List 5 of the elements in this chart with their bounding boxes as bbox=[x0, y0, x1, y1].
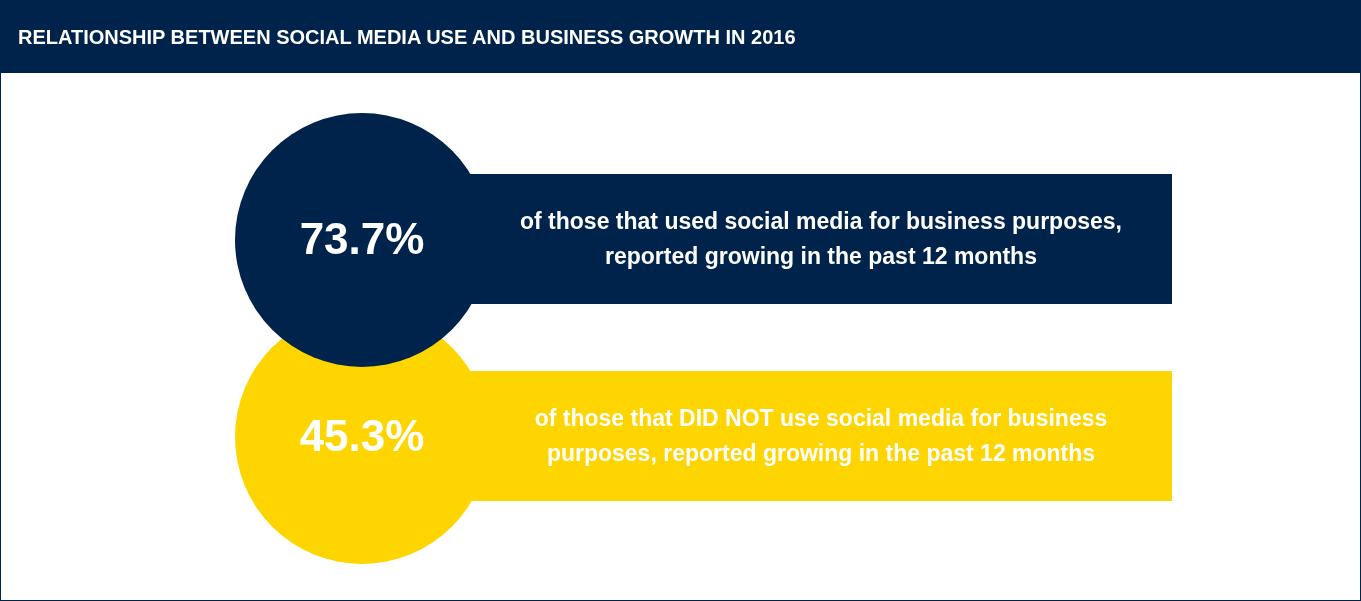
category-label: of those that DID NOT use social media for business purposes, reported growing in the past 12 months bbox=[534, 404, 1108, 466]
text: RELATIONSHIP BETWEEN SOCIAL MEDIA USE AND BUSINESS GROWTH IN 2016 bbox=[1, 1, 1360, 73]
data-label: 73.7% bbox=[299, 214, 425, 264]
category-label: of those that used social media for business purposes, reported growing in the past 12 months bbox=[520, 207, 1122, 269]
data-label: 45.3% bbox=[299, 411, 425, 461]
